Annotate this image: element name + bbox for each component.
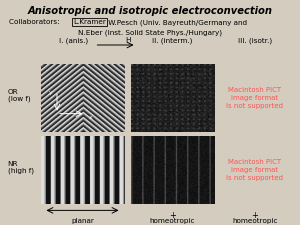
- Text: +: +: [252, 212, 258, 220]
- Text: N.Eber (Inst. Solid State Phys./Hungary): N.Eber (Inst. Solid State Phys./Hungary): [78, 30, 222, 36]
- Text: +: +: [169, 212, 176, 220]
- Text: I. (anis.): I. (anis.): [59, 37, 88, 44]
- Text: homeotropic: homeotropic: [150, 218, 195, 224]
- Text: planar: planar: [71, 218, 94, 224]
- Text: NR
(high f): NR (high f): [8, 161, 34, 174]
- Text: Collaborators:: Collaborators:: [9, 19, 62, 25]
- Text: y: y: [49, 90, 52, 95]
- Text: H: H: [125, 37, 130, 43]
- Text: L.Kramer: L.Kramer: [74, 19, 106, 25]
- Text: Macintosh PICT
image format
is not supported: Macintosh PICT image format is not suppo…: [226, 159, 284, 181]
- Text: W.Pesch (Univ. Bayreuth/Germany and: W.Pesch (Univ. Bayreuth/Germany and: [106, 19, 248, 26]
- Text: OR
(low f): OR (low f): [8, 89, 30, 102]
- Text: homeotropic: homeotropic: [232, 218, 278, 224]
- Text: x: x: [88, 115, 92, 120]
- Text: III. (isotr.): III. (isotr.): [238, 37, 272, 44]
- Text: Anisotropic and isotropic electroconvection: Anisotropic and isotropic electroconvect…: [28, 6, 272, 16]
- Text: Macintosh PICT
image format
is not supported: Macintosh PICT image format is not suppo…: [226, 87, 284, 109]
- Text: II. (interm.): II. (interm.): [152, 37, 193, 44]
